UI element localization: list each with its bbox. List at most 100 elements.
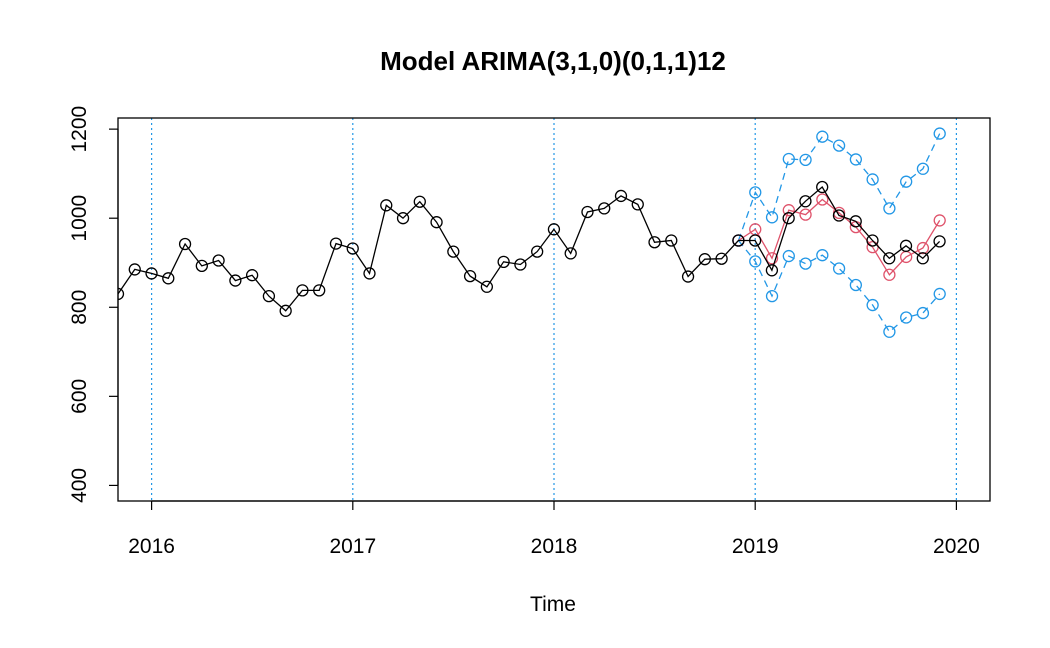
point-observed-26	[547, 223, 561, 236]
point-observed-19	[430, 216, 443, 229]
point-observed-12	[313, 284, 326, 297]
point-observed-1	[128, 263, 141, 276]
y-tick-label: 1000	[68, 195, 91, 242]
x-tick-label: 2016	[128, 535, 175, 558]
point-observed-46	[883, 252, 896, 265]
series-line-forecast	[738, 198, 941, 276]
x-tick-label: 2017	[329, 535, 376, 558]
x-tick-label: 2019	[732, 535, 779, 558]
series-line-upper	[737, 133, 941, 241]
point-forecast-4	[799, 208, 812, 221]
point-lower-5	[816, 249, 829, 262]
vertical-reference-lines	[151, 118, 957, 501]
point-lower-9	[883, 325, 896, 338]
point-lower-2	[765, 289, 779, 303]
point-observed-35	[698, 253, 711, 266]
point-observed-47	[899, 239, 913, 252]
point-observed-31	[631, 198, 644, 211]
point-observed-39	[765, 264, 779, 277]
point-observed-11	[296, 284, 309, 297]
point-observed-34	[681, 270, 695, 283]
point-observed-43	[832, 209, 846, 222]
point-observed-24	[514, 258, 527, 271]
point-observed-23	[497, 255, 510, 268]
point-observed-21	[463, 269, 477, 283]
y-tick-label: 800	[68, 290, 91, 325]
point-observed-27	[564, 247, 577, 260]
point-observed-40	[782, 212, 795, 225]
point-forecast-9	[883, 268, 896, 281]
point-lower-8	[866, 298, 879, 312]
point-observed-7	[229, 274, 242, 287]
point-observed-37	[732, 234, 745, 247]
y-tick-label: 400	[68, 468, 91, 503]
point-lower-7	[849, 278, 863, 292]
point-observed-25	[531, 245, 544, 258]
series-lower	[732, 234, 946, 338]
point-forecast-5	[816, 193, 829, 206]
y-axis: 400 600 800 1000 1200	[68, 106, 119, 503]
x-tick-label: 2018	[531, 535, 578, 558]
point-lower-1	[749, 255, 762, 268]
series-line-observed	[118, 186, 941, 312]
point-observed-15	[363, 267, 376, 280]
point-upper-5	[816, 130, 829, 143]
series-upper	[732, 127, 946, 247]
point-lower-6	[832, 262, 846, 275]
point-observed-32	[648, 236, 661, 249]
point-observed-20	[447, 245, 460, 258]
point-forecast-3	[782, 204, 795, 217]
point-upper-10	[900, 175, 913, 188]
point-upper-1	[749, 186, 762, 199]
point-observed-42	[816, 180, 829, 194]
point-observed-44	[849, 215, 862, 228]
point-observed-17	[396, 212, 410, 225]
point-observed-6	[212, 254, 225, 267]
point-upper-11	[916, 162, 930, 175]
point-observed-13	[329, 237, 343, 250]
point-observed-16	[380, 199, 393, 212]
point-upper-2	[765, 211, 779, 224]
point-observed-3	[162, 272, 175, 285]
y-tick-label: 1200	[68, 106, 91, 153]
point-observed-30	[614, 189, 628, 203]
point-forecast-2	[765, 252, 779, 265]
point-upper-9	[883, 202, 896, 215]
series-forecast	[732, 193, 946, 281]
point-observed-33	[665, 234, 678, 247]
point-observed-2	[145, 267, 158, 280]
point-observed-29	[598, 202, 611, 215]
x-axis: 2016 2017 2018 2019 2020	[128, 500, 980, 558]
point-observed-28	[581, 205, 594, 219]
series-layer	[118, 127, 946, 338]
point-observed-36	[715, 252, 728, 265]
point-observed-38	[748, 234, 762, 247]
point-upper-7	[849, 153, 863, 166]
point-lower-10	[900, 311, 913, 324]
point-lower-12	[933, 287, 946, 301]
x-axis-label: Time	[530, 593, 576, 616]
point-observed-14	[346, 242, 359, 255]
point-observed-41	[799, 195, 812, 208]
point-lower-11	[916, 306, 930, 320]
point-observed-9	[262, 289, 276, 303]
point-observed-22	[480, 280, 494, 293]
point-observed-18	[413, 195, 426, 208]
point-upper-12	[933, 127, 946, 140]
x-tick-label: 2020	[933, 535, 980, 558]
point-upper-4	[799, 153, 812, 167]
point-forecast-11	[916, 241, 930, 255]
series-observed	[118, 180, 946, 317]
point-upper-3	[782, 152, 795, 166]
point-lower-3	[782, 249, 795, 263]
point-observed-8	[245, 269, 259, 282]
point-observed-0	[118, 287, 125, 301]
point-observed-48	[916, 252, 929, 265]
point-upper-6	[832, 139, 846, 152]
point-forecast-12	[933, 214, 946, 227]
point-observed-10	[279, 304, 292, 317]
point-lower-4	[799, 257, 812, 270]
series-line-lower	[737, 240, 941, 333]
y-tick-label: 600	[68, 379, 91, 414]
